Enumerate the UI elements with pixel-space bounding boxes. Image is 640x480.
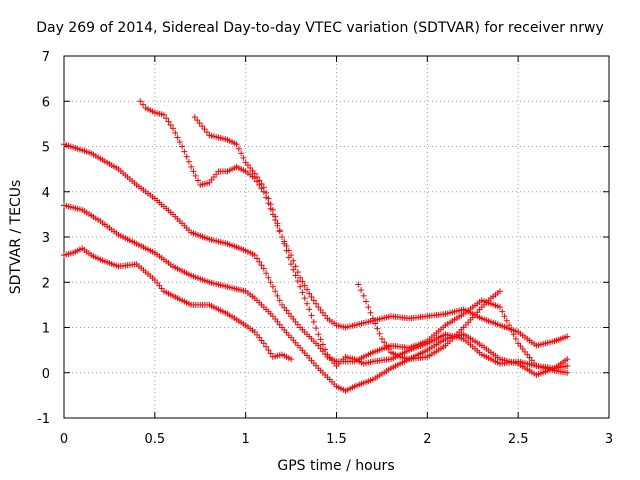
- series-layer: [61, 98, 571, 394]
- y-tick-label: 3: [42, 231, 50, 246]
- series-markers: [355, 281, 503, 363]
- y-tick-label: 2: [42, 276, 50, 291]
- x-axis-label: GPS time / hours: [277, 458, 394, 474]
- series-markers: [61, 141, 571, 372]
- x-tick-label: 2: [423, 432, 431, 447]
- y-axis-label: SDTVAR / TECUs: [8, 180, 24, 295]
- y-tick-label: 7: [42, 50, 50, 65]
- x-tick-label: 2.5: [508, 432, 529, 447]
- y-tick-label: 5: [42, 141, 50, 156]
- y-tick-label: 4: [42, 186, 50, 201]
- series-arc-5: [191, 114, 571, 376]
- series-markers: [137, 98, 571, 349]
- x-tick-label: 1: [242, 432, 250, 447]
- series-arc-1: [61, 141, 571, 372]
- x-tick-label: 1.5: [326, 432, 347, 447]
- chart-title: Day 269 of 2014, Sidereal Day-to-day VTE…: [36, 20, 604, 36]
- y-tick-label: 6: [42, 95, 50, 110]
- series-arc-3: [61, 245, 295, 363]
- series-markers: [61, 245, 295, 363]
- x-tick-label: 0: [60, 432, 68, 447]
- series-arc-4: [137, 98, 571, 349]
- tick-layer: 0 0.5 1 1.5 2 2.5 3 -1 0 1 2 3 4 5 6 7: [37, 50, 613, 447]
- y-tick-label: 0: [42, 367, 50, 382]
- y-tick-label: -1: [37, 412, 50, 427]
- y-tick-label: 1: [42, 322, 50, 337]
- series-arc-6: [355, 281, 503, 363]
- series-markers: [191, 114, 571, 376]
- x-tick-label: 3: [605, 432, 613, 447]
- x-tick-label: 0.5: [144, 432, 165, 447]
